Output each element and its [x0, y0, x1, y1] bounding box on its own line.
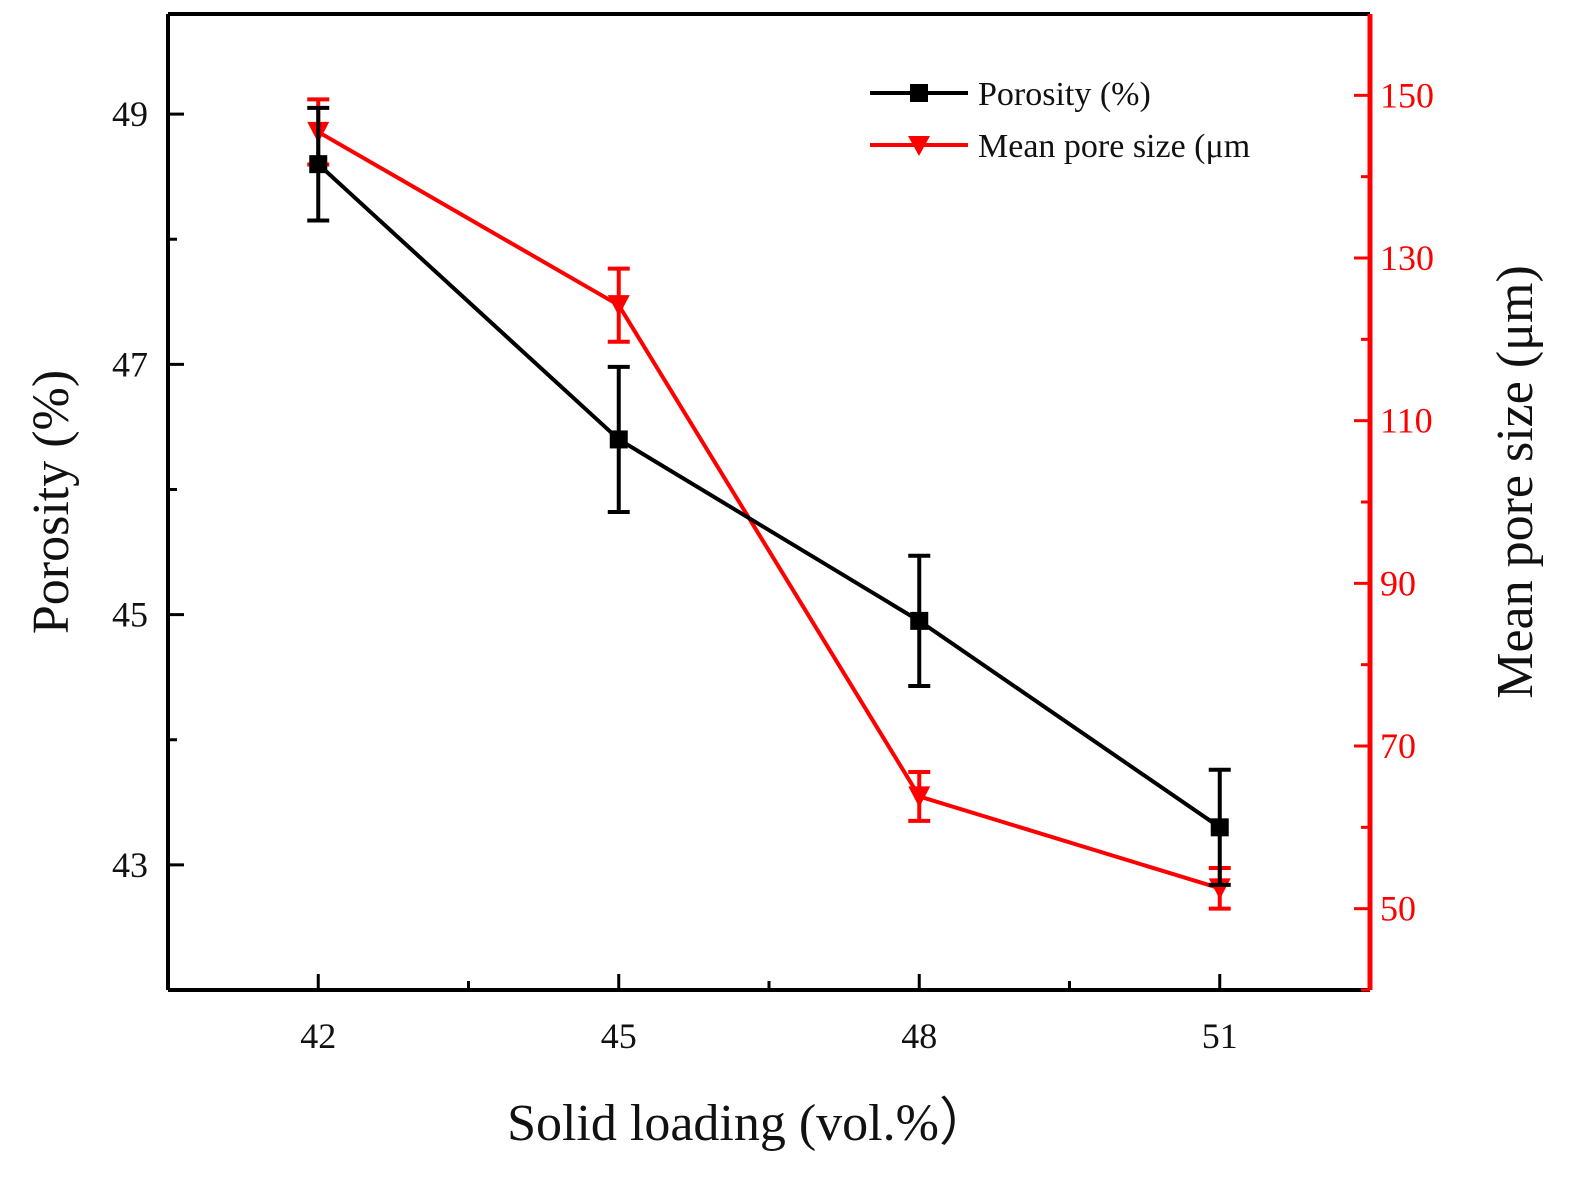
- data-point: [309, 155, 328, 174]
- x-tick-label: 51: [1202, 1016, 1238, 1056]
- y-left-tick-label: 45: [112, 595, 148, 635]
- y-right-tick-label: 130: [1380, 238, 1434, 278]
- series-layer: [307, 97, 1231, 911]
- y-left-tick-label: 47: [112, 344, 148, 384]
- legend-marker: [910, 84, 928, 102]
- y-right-tick-label: 110: [1380, 401, 1433, 441]
- data-point: [1210, 818, 1229, 837]
- y-axis-right-title: Mean pore size (μm): [1487, 265, 1544, 699]
- x-axis: 42 45 48 51: [300, 974, 1238, 1056]
- y-right-tick-label: 90: [1380, 563, 1416, 603]
- series-mean-pore-size: [307, 97, 1231, 911]
- y-axis-left: 43 45 47 49: [112, 94, 184, 885]
- y-axis-left-title: Porosity (%): [23, 370, 80, 634]
- x-tick-label: 48: [901, 1016, 937, 1056]
- legend: Porosity (%) Mean pore size (μm: [870, 76, 1250, 165]
- legend-item: Porosity (%): [870, 76, 1151, 113]
- y-right-tick-label: 150: [1380, 75, 1434, 115]
- x-tick-label: 42: [300, 1016, 336, 1056]
- data-point: [609, 430, 628, 449]
- y-left-tick-label: 49: [112, 94, 148, 134]
- x-axis-title: Solid loading (vol.%）: [507, 1095, 991, 1152]
- data-point: [607, 295, 630, 317]
- y-right-tick-label: 70: [1380, 726, 1416, 766]
- legend-marker: [908, 136, 930, 156]
- series-porosity: [307, 105, 1231, 887]
- y-right-tick-label: 50: [1380, 889, 1416, 929]
- legend-label: Porosity (%): [978, 76, 1151, 113]
- data-point: [908, 786, 931, 808]
- series-line: [316, 162, 1221, 829]
- legend-label: Mean pore size (μm: [978, 128, 1250, 165]
- y-axis-right: 50 70 90 110 130 150: [1354, 75, 1434, 992]
- legend-item: Mean pore size (μm: [870, 128, 1250, 165]
- x-tick-label: 45: [601, 1016, 637, 1056]
- series-line: [317, 130, 1221, 891]
- y-left-tick-label: 43: [112, 845, 148, 885]
- data-point: [910, 611, 929, 630]
